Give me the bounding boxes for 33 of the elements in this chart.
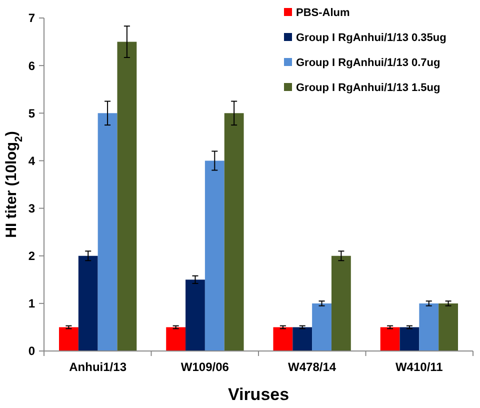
bar: [186, 280, 205, 351]
bar: [78, 256, 98, 351]
legend-label: Group I RgAnhui/1/13 0.7ug: [296, 56, 440, 69]
bar: [117, 42, 137, 351]
y-tick-label: 3: [28, 201, 36, 216]
x-tick-label: W410/11: [395, 360, 444, 374]
y-tick-label: 4: [28, 154, 36, 168]
x-axis-title: Viruses: [228, 385, 290, 404]
bar: [419, 303, 439, 351]
y-tick-label: 5: [28, 106, 36, 120]
x-tick-label: W109/06: [180, 360, 230, 374]
y-tick-label: 1: [28, 296, 36, 311]
bar: [292, 327, 312, 351]
x-tick-label: W478/14: [288, 360, 336, 374]
bar: [204, 160, 224, 351]
legend-label: PBS-Alum: [296, 6, 350, 19]
legend-label: Group I RgAnhui/1/13 1.5ug: [296, 82, 440, 94]
bar: [58, 327, 78, 351]
bar: [331, 256, 351, 351]
bar: [224, 113, 244, 351]
y-tick-label: 7: [28, 11, 36, 26]
bar: [273, 327, 293, 351]
bar: [98, 113, 118, 351]
bar: [166, 327, 186, 351]
bar: [380, 327, 400, 351]
bar: [312, 303, 332, 351]
y-tick-label: 0: [28, 344, 36, 358]
y-tick-label: 2: [28, 249, 36, 264]
legend-label: Group I RgAnhui/1/13 0.35ug: [296, 32, 446, 44]
bar: [400, 327, 420, 351]
bar: [438, 303, 458, 351]
y-tick-label: 6: [28, 58, 36, 73]
x-tick-label: Anhui1/13: [69, 360, 127, 374]
